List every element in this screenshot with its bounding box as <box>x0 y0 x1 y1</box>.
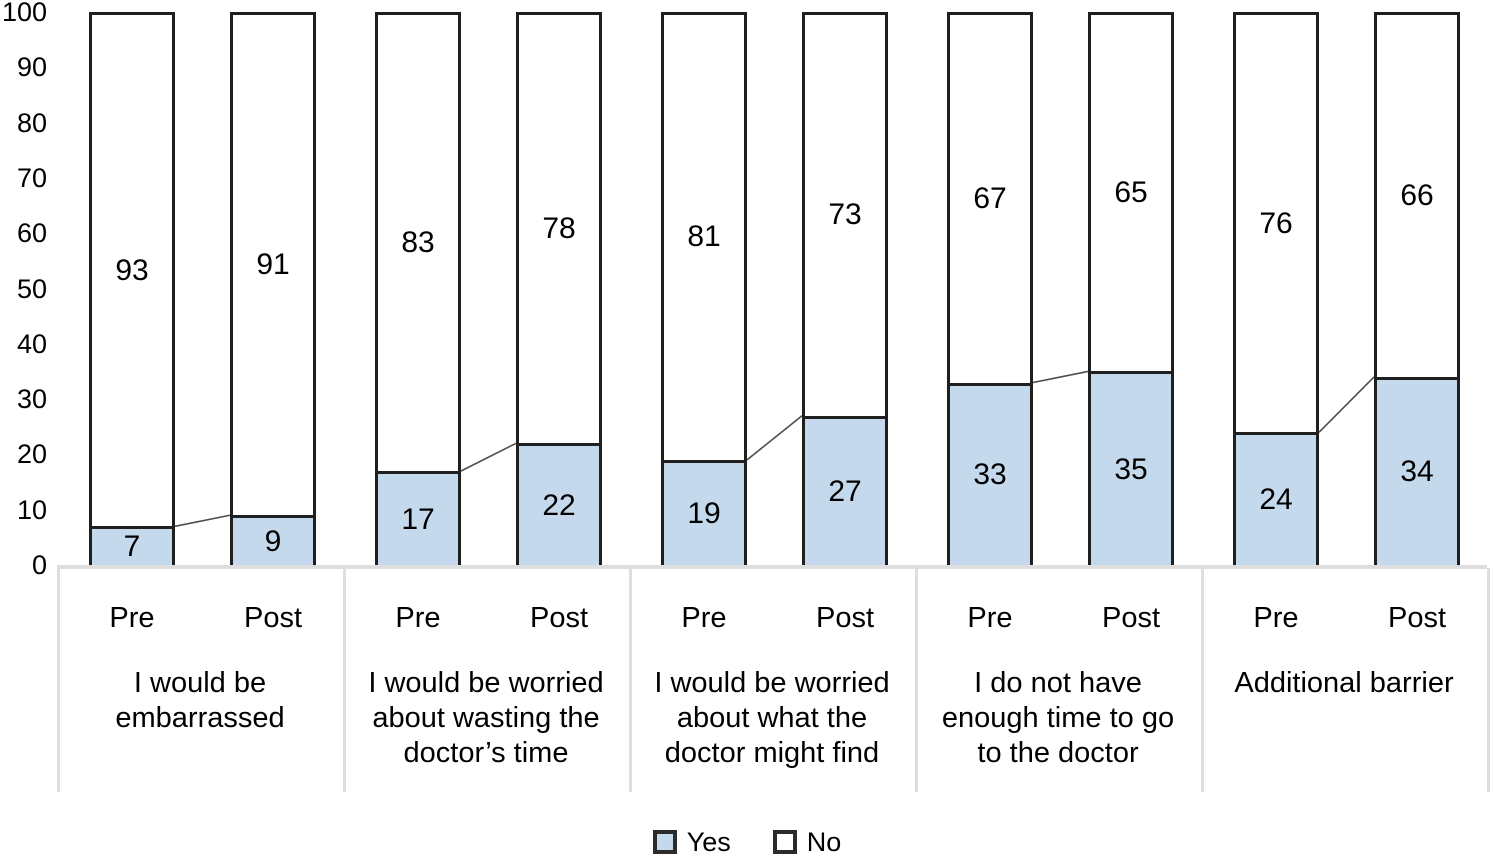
bar-post-group-3: 73 27 <box>802 12 888 565</box>
bar-post-group-4: 65 35 <box>1088 12 1174 565</box>
category-label: I would be worried about what the doctor… <box>654 667 890 769</box>
no-value-label: 93 <box>115 253 149 287</box>
y-tick-label: 80 <box>16 107 47 138</box>
no-value-label: 91 <box>256 248 290 282</box>
no-value-label: 67 <box>973 181 1007 215</box>
bar-post-group-2: 78 22 <box>516 12 602 565</box>
no-swatch-icon <box>772 830 797 854</box>
category-label: Additional barrier <box>1234 667 1454 699</box>
segment-yes: 34 <box>1377 376 1457 565</box>
y-tick-label: 0 <box>31 550 47 580</box>
legend-item-no: No <box>772 827 842 857</box>
yes-value-label: 9 <box>264 524 282 558</box>
yes-value-label: 35 <box>1114 452 1148 486</box>
category-label: I would be embarrassed <box>115 667 285 734</box>
yes-swatch-icon <box>652 830 677 854</box>
yes-value-label: 24 <box>1259 483 1293 517</box>
segment-yes: 7 <box>92 526 172 565</box>
yes-value-label: 22 <box>542 488 576 522</box>
y-tick-label: 100 <box>1 0 47 27</box>
sub-category-label-post: Post <box>1101 602 1161 634</box>
no-value-label: 76 <box>1259 206 1293 240</box>
segment-no: 78 <box>519 15 599 444</box>
y-tick-label: 20 <box>16 439 47 470</box>
segment-yes: 27 <box>805 415 885 565</box>
connector-line-group-3 <box>746 415 803 461</box>
segment-no: 91 <box>233 15 313 516</box>
connector-line-group-5 <box>1318 376 1375 433</box>
category-label: I would be worried about wasting the doc… <box>368 667 604 769</box>
segment-yes: 22 <box>519 443 599 565</box>
legend-item-yes: Yes <box>652 827 731 857</box>
yes-value-label: 19 <box>687 496 721 530</box>
yes-value-label: 7 <box>123 530 141 564</box>
bar-post-group-5: 66 34 <box>1374 12 1460 565</box>
no-value-label: 66 <box>1400 178 1434 212</box>
segment-no: 73 <box>805 15 885 416</box>
y-tick-label: 90 <box>16 52 47 83</box>
sub-category-label-post: Post <box>1387 602 1447 634</box>
bar-pre-group-3: 81 19 <box>661 12 747 565</box>
connector-line-group-2 <box>460 442 517 472</box>
bar-pre-group-4: 67 33 <box>947 12 1033 565</box>
y-tick-label: 60 <box>16 218 47 249</box>
bar-post-group-1: 91 9 <box>230 12 316 565</box>
yes-value-label: 27 <box>828 474 862 508</box>
bar-pre-group-5: 76 24 <box>1233 12 1319 565</box>
y-tick-label: 30 <box>16 384 47 415</box>
segment-no: 67 <box>950 15 1030 383</box>
yes-value-label: 17 <box>401 502 435 536</box>
y-tick-label: 10 <box>16 494 47 525</box>
legend: Yes No <box>0 828 1494 856</box>
y-tick-label: 50 <box>16 273 47 304</box>
category-divider-line <box>915 568 918 792</box>
sub-category-label-pre: Pre <box>395 602 441 634</box>
segment-no: 66 <box>1377 15 1457 377</box>
sub-category-label-post: Post <box>243 602 303 634</box>
segment-yes: 17 <box>378 471 458 565</box>
legend-label-yes: Yes <box>686 827 731 857</box>
segment-no: 93 <box>92 15 172 527</box>
category-divider-line <box>57 568 60 792</box>
bar-pre-group-2: 83 17 <box>375 12 461 565</box>
no-value-label: 78 <box>542 212 576 246</box>
sub-category-label-post: Post <box>815 602 875 634</box>
no-value-label: 83 <box>401 226 435 259</box>
connector-line-group-1 <box>174 514 231 528</box>
y-tick-label: 40 <box>16 328 47 359</box>
category-axis-line <box>57 565 1487 569</box>
no-value-label: 65 <box>1114 176 1148 210</box>
sub-category-label-post: Post <box>529 602 589 634</box>
category-divider-line <box>1201 568 1204 792</box>
segment-yes: 19 <box>664 459 744 565</box>
yes-value-label: 33 <box>973 458 1007 492</box>
category-divider-line <box>343 568 346 792</box>
connector-line-group-4 <box>1032 370 1089 384</box>
y-tick-label: 70 <box>16 162 47 193</box>
no-value-label: 81 <box>687 220 721 254</box>
sub-category-label-pre: Pre <box>1253 602 1299 634</box>
category-divider-line <box>629 568 632 792</box>
category-divider-line <box>1487 568 1490 792</box>
yes-value-label: 34 <box>1400 455 1434 489</box>
segment-yes: 9 <box>233 515 313 565</box>
sub-category-label-pre: Pre <box>967 602 1013 634</box>
segment-yes: 35 <box>1091 371 1171 565</box>
category-label: I do not have enough time to go to the d… <box>941 667 1175 769</box>
bar-pre-group-1: 93 7 <box>89 12 175 565</box>
segment-no: 81 <box>664 15 744 460</box>
sub-category-label-pre: Pre <box>681 602 727 634</box>
segment-no: 65 <box>1091 15 1171 372</box>
segment-yes: 33 <box>950 382 1030 565</box>
sub-category-label-pre: Pre <box>109 602 155 634</box>
segment-no: 83 <box>378 15 458 471</box>
legend-label-no: No <box>806 827 842 857</box>
no-value-label: 73 <box>828 198 862 232</box>
segment-yes: 24 <box>1236 432 1316 565</box>
segment-no: 76 <box>1236 15 1316 433</box>
